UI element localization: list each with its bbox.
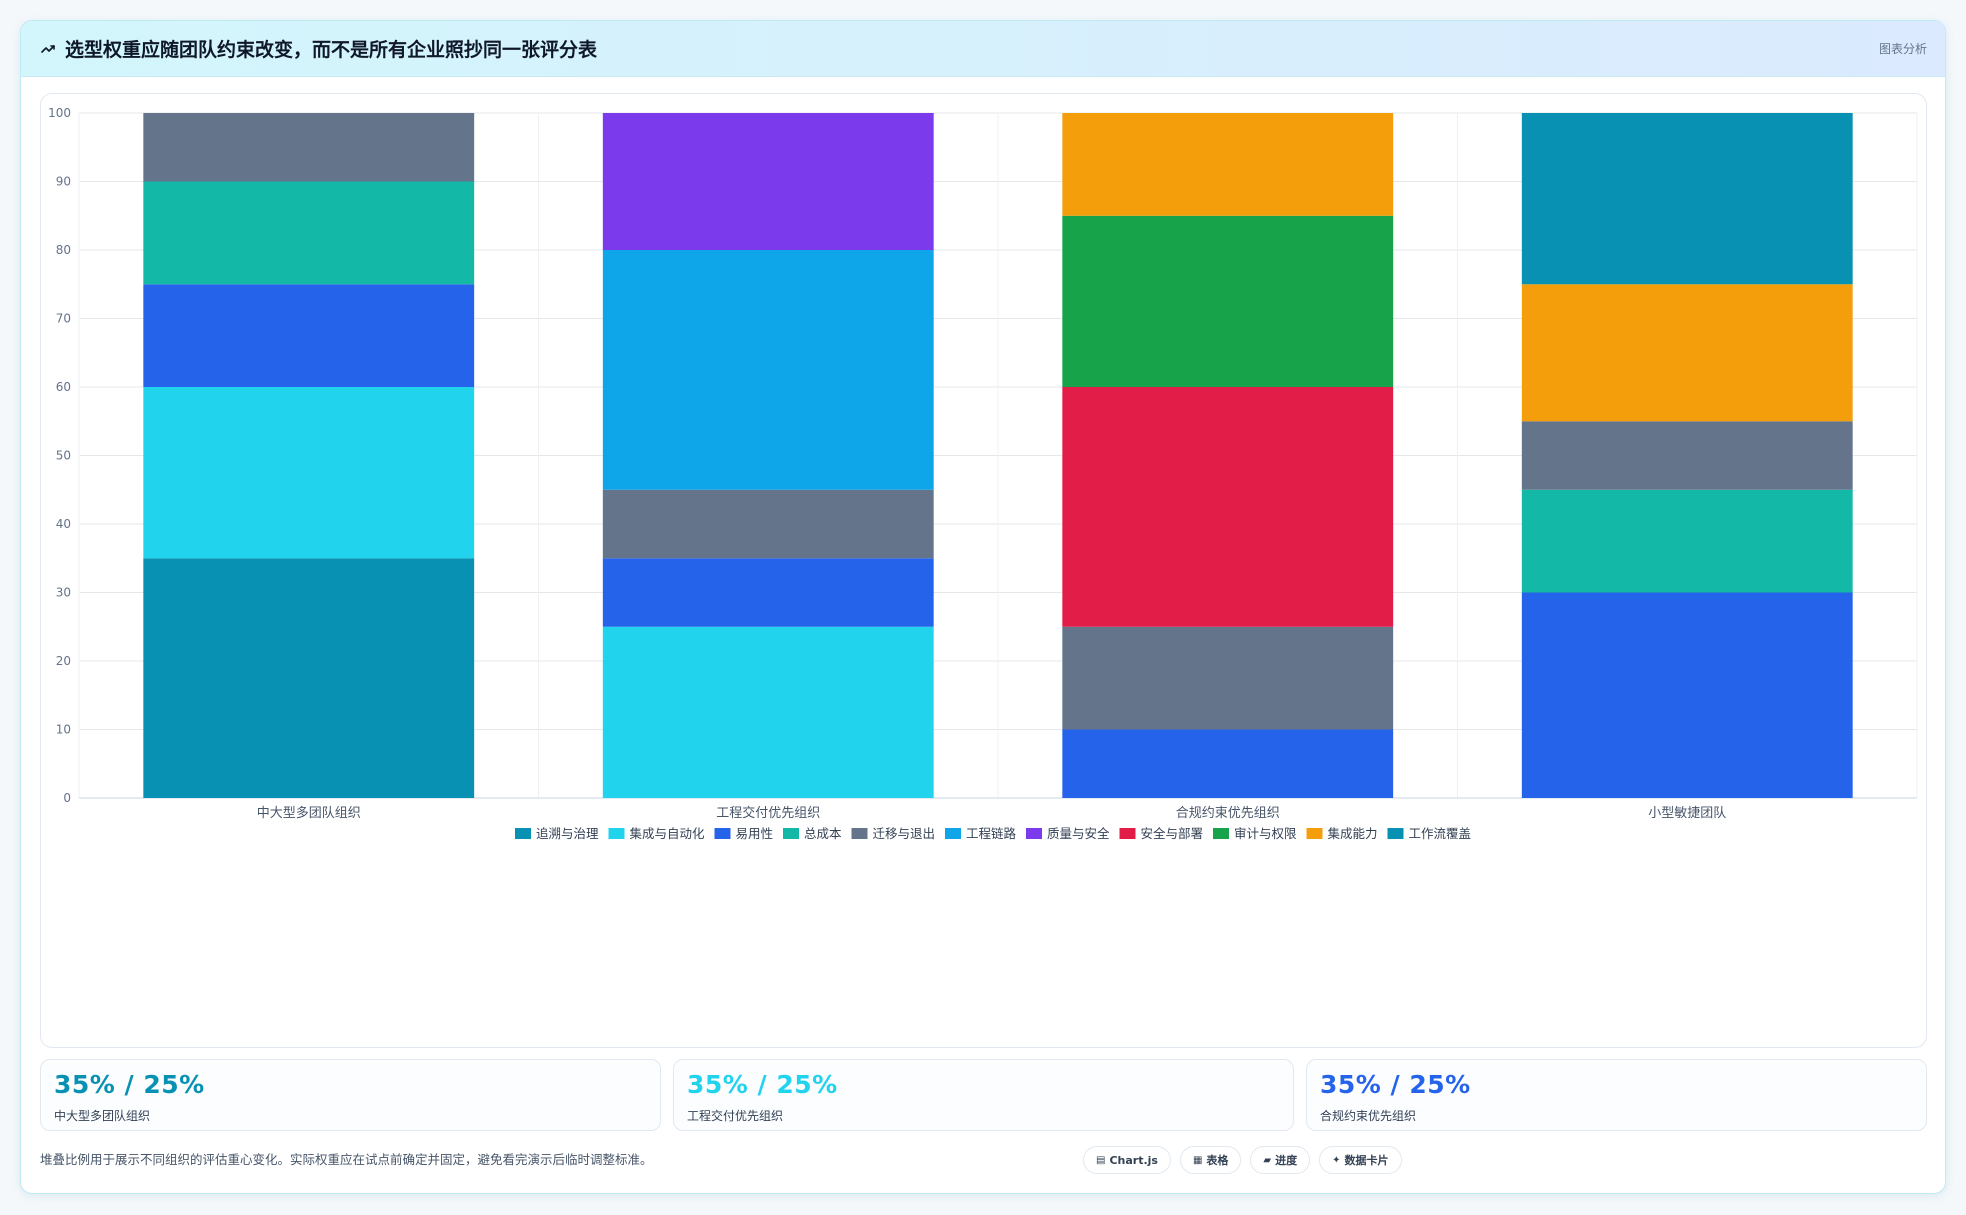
chart-card: 选型权重应随团队约束改变，而不是所有企业照抄同一张评分表 图表分析 0 10 20 3… — [20, 20, 1946, 1194]
bar-segment[interactable] — [602, 113, 934, 250]
bar-segment[interactable] — [602, 489, 934, 559]
bar-segment[interactable] — [1521, 113, 1853, 285]
legend-label[interactable]: 追溯与治理 — [536, 826, 599, 841]
pill-label: Chart.js — [1109, 1153, 1158, 1167]
legend-label[interactable]: 质量与安全 — [1047, 826, 1110, 841]
chart-icon: ▤ — [1096, 1154, 1106, 1166]
sparkle-icon: ✦ — [1332, 1154, 1341, 1166]
title-wrap: 选型权重应随团队约束改变，而不是所有企业照抄同一张评分表 — [41, 35, 597, 62]
stat-value: 35% / 25% — [1320, 1070, 1471, 1099]
bar-segment[interactable] — [143, 284, 475, 387]
trend-line-icon — [41, 44, 55, 53]
legend-swatch — [783, 828, 799, 839]
stat-cards: 35% / 25% 中大型多团队组织 35% / 25% 工程交付优先组织 35… — [40, 1059, 1927, 1131]
bar-segment[interactable] — [1062, 113, 1394, 216]
pill-data-card[interactable]: ✦ 数据卡片 — [1319, 1146, 1402, 1174]
x-tick-label: 工程交付优先组织 — [716, 805, 820, 821]
bar-segment[interactable] — [602, 250, 934, 490]
bar-segment[interactable] — [1062, 729, 1394, 799]
footnote: 堆叠比例用于展示不同组织的评估重心变化。实际权重应在试点前确定并固定，避免看完演… — [40, 1152, 653, 1167]
legend-label[interactable]: 总成本 — [804, 826, 842, 841]
y-tick-label: 90 — [56, 175, 71, 189]
y-tick-label: 60 — [56, 380, 71, 394]
stat-card: 35% / 25% 中大型多团队组织 — [40, 1059, 661, 1131]
legend-swatch — [851, 828, 868, 839]
legend-swatch — [1213, 828, 1229, 839]
bar-segment[interactable] — [1062, 215, 1394, 387]
bar-segment[interactable] — [143, 181, 475, 285]
legend-swatch — [1306, 828, 1323, 839]
y-tick-label: 10 — [56, 723, 71, 737]
stat-label: 合规约束优先组织 — [1320, 1109, 1417, 1123]
pill-table[interactable]: ▦ 表格 — [1179, 1146, 1242, 1174]
legend-label[interactable]: 审计与权限 — [1234, 826, 1297, 841]
x-tick-label: 中大型多团队组织 — [257, 805, 361, 821]
stat-card: 35% / 25% 工程交付优先组织 — [673, 1059, 1294, 1131]
legend-swatch — [714, 828, 731, 839]
chart-panel: 0 10 20 30 40 50 60 70 80 90 100 中大型多团队组织 工程交付优先组织 合规… — [40, 93, 1927, 1048]
legend-swatch — [1026, 828, 1042, 839]
legend-label[interactable]: 迁移与退出 — [873, 826, 936, 841]
y-tick-label: 50 — [56, 449, 71, 463]
pill-progress[interactable]: ▰ 进度 — [1250, 1146, 1311, 1174]
legend-swatch — [945, 828, 961, 839]
stat-label: 中大型多团队组织 — [54, 1109, 151, 1123]
page-title: 选型权重应随团队约束改变，而不是所有企业照抄同一张评分表 — [65, 39, 598, 61]
bar-segment[interactable] — [602, 626, 934, 798]
pill-label: 表格 — [1206, 1154, 1229, 1167]
y-tick-label: 0 — [63, 791, 71, 805]
pill-label: 数据卡片 — [1344, 1154, 1389, 1167]
bar-segment[interactable] — [1062, 387, 1394, 627]
stat-value: 35% / 25% — [54, 1070, 205, 1099]
legend-swatch — [1387, 828, 1404, 839]
legend-label[interactable]: 集成能力 — [1328, 826, 1378, 841]
legend-label[interactable]: 工程链路 — [966, 826, 1017, 841]
bar-segment[interactable] — [1062, 626, 1394, 730]
bar-segment[interactable] — [143, 113, 475, 182]
x-tick-label: 小型敏捷团队 — [1648, 806, 1726, 821]
stat-label: 工程交付优先组织 — [687, 1109, 784, 1123]
y-tick-label: 100 — [48, 106, 71, 120]
y-tick-label: 70 — [56, 312, 71, 326]
legend-swatch — [1119, 828, 1136, 839]
legend-label[interactable]: 易用性 — [736, 826, 774, 841]
legend-label[interactable]: 工作流覆盖 — [1409, 826, 1472, 841]
bar-segment[interactable] — [602, 558, 934, 627]
bar-segment[interactable] — [1521, 592, 1853, 799]
stat-value: 35% / 25% — [687, 1070, 838, 1099]
stacked-bar-chart: 0 10 20 30 40 50 60 70 80 90 100 中大型多团队组织 工程交付优先组织 合规… — [48, 106, 1918, 841]
legend-label[interactable]: 集成与自动化 — [630, 826, 706, 841]
legend-label[interactable]: 安全与部署 — [1141, 826, 1204, 841]
y-tick-label: 40 — [56, 517, 71, 531]
table-icon: ▦ — [1192, 1154, 1203, 1166]
bar-segment[interactable] — [1521, 284, 1853, 422]
view-pills: ▤ Chart.js ▦ 表格 ▰ 进度 ✦ 数据卡片 — [1083, 1146, 1402, 1174]
legend-swatch — [608, 828, 625, 839]
y-tick-label: 80 — [56, 243, 71, 257]
bar-segment[interactable] — [1521, 421, 1853, 490]
stat-card: 35% / 25% 合规约束优先组织 — [1306, 1059, 1927, 1131]
pill-chartjs[interactable]: ▤ Chart.js — [1083, 1146, 1171, 1174]
y-tick-label: 30 — [56, 586, 71, 600]
pill-label: 进度 — [1275, 1154, 1298, 1167]
chart-analysis-tag: 图表分析 — [1878, 42, 1927, 56]
bar-segment[interactable] — [1521, 489, 1853, 593]
y-tick-label: 20 — [56, 654, 71, 668]
card-header: 选型权重应随团队约束改变，而不是所有企业照抄同一张评分表 图表分析 — [21, 21, 1945, 77]
legend-swatch — [515, 828, 531, 839]
progress-icon: ▰ — [1263, 1154, 1272, 1166]
x-tick-label: 合规约束优先组织 — [1176, 806, 1280, 821]
bar-segment[interactable] — [143, 558, 475, 798]
bar-segment[interactable] — [143, 387, 475, 559]
